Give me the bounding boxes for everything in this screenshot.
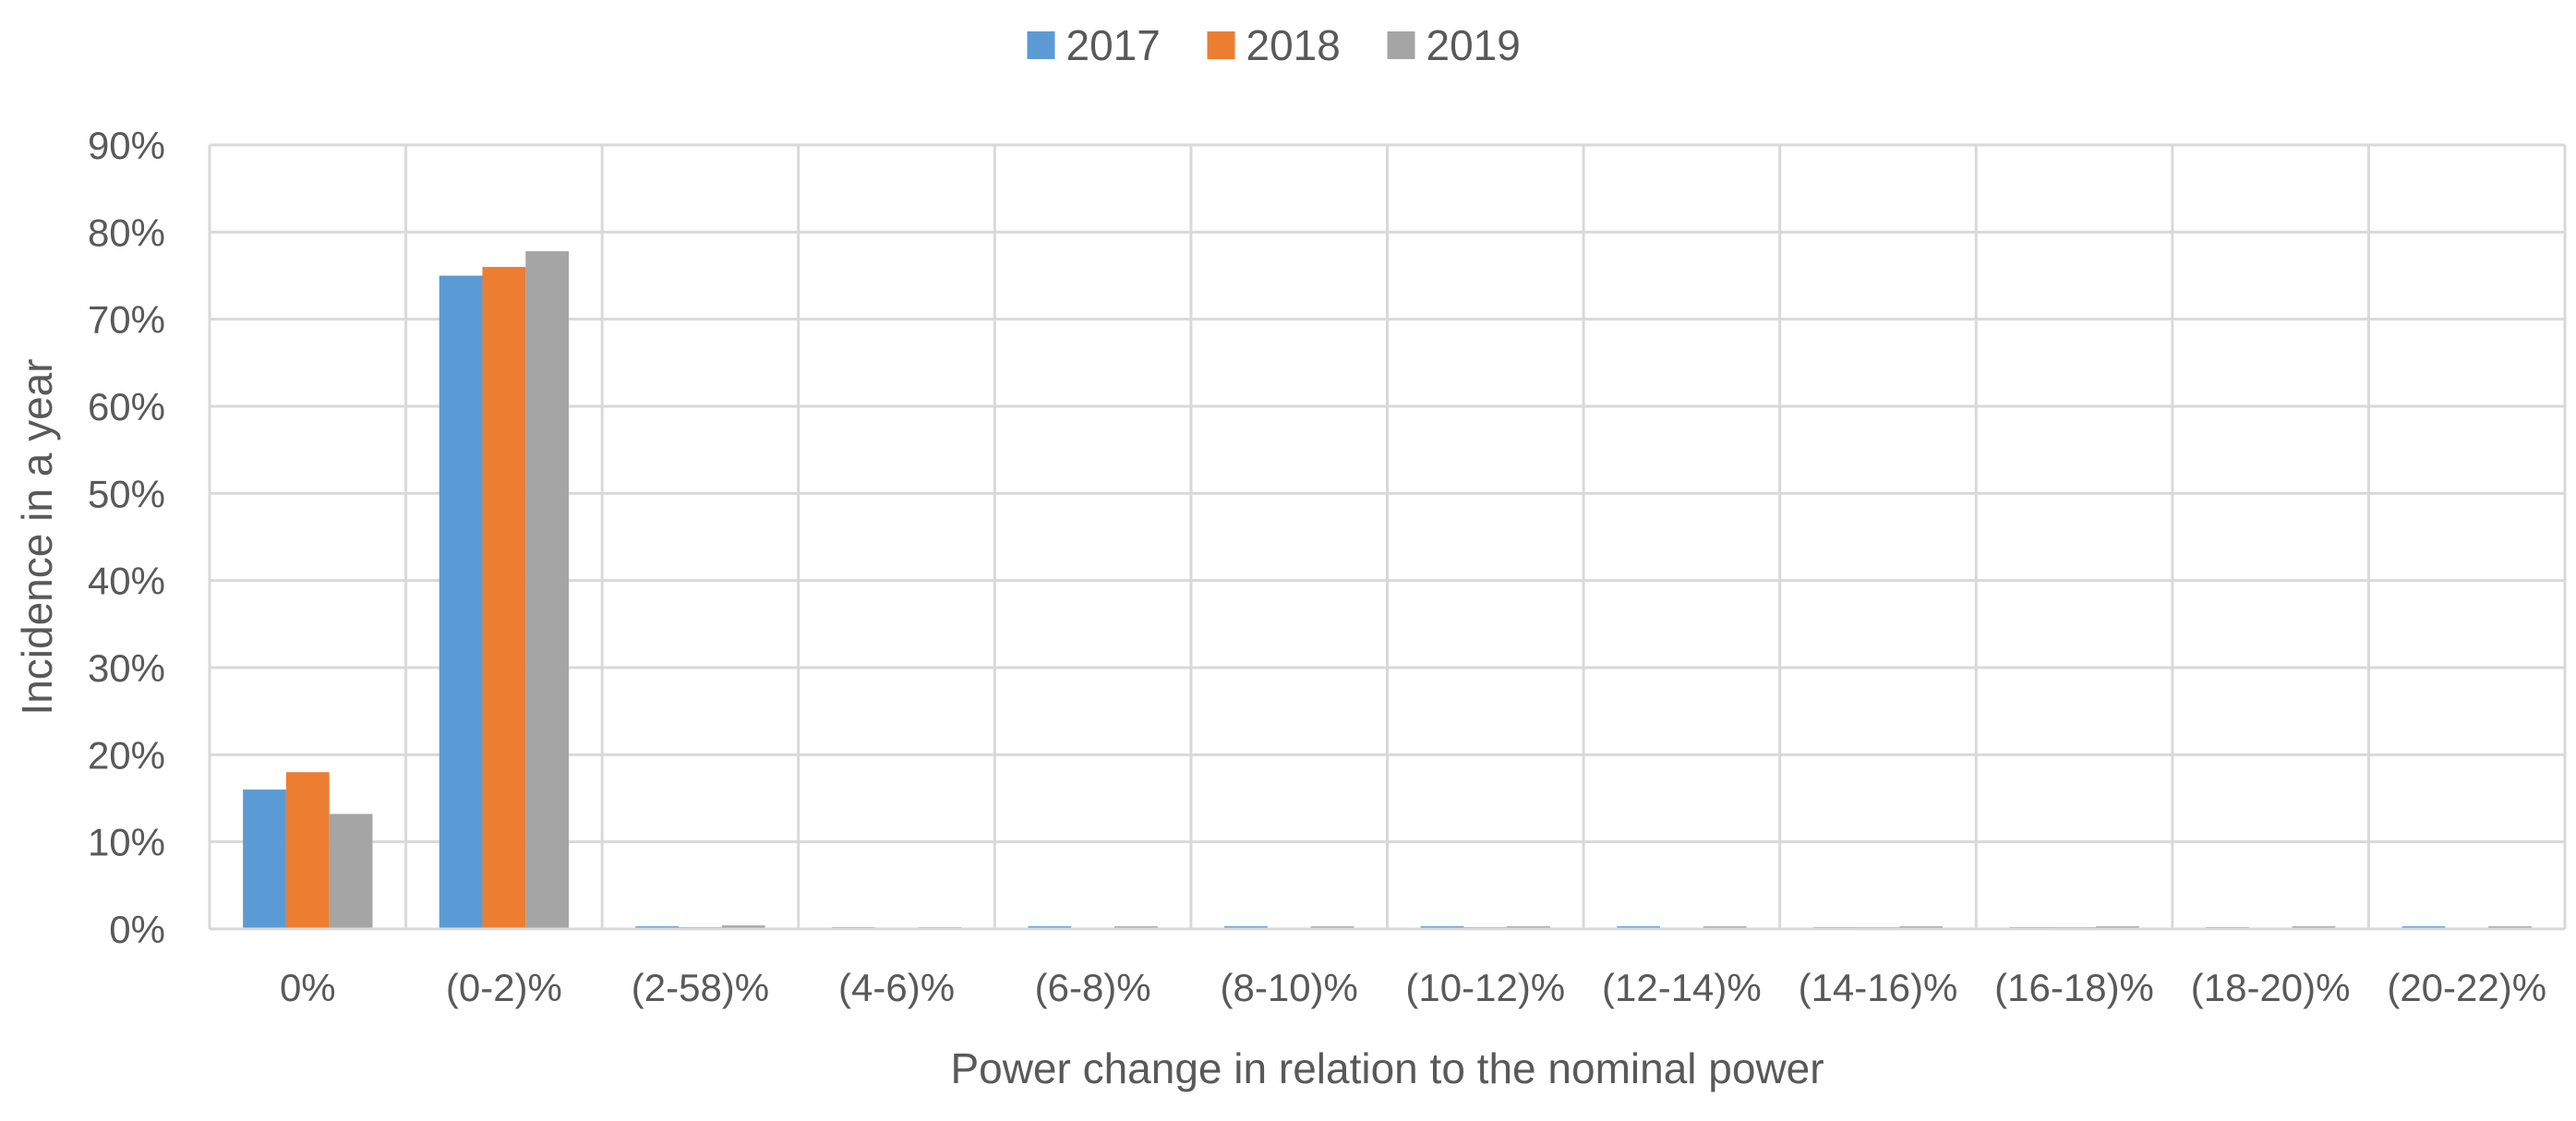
x-tick-label: (8-10)% xyxy=(1221,966,1358,1009)
y-tick-label: 30% xyxy=(88,646,165,690)
legend-swatch-2017 xyxy=(1027,31,1055,59)
x-axis-title: Power change in relation to the nominal … xyxy=(950,1044,1824,1092)
legend-swatch-2018 xyxy=(1207,31,1235,59)
legend-swatch-2019 xyxy=(1387,31,1415,59)
x-tick-label: (0-2)% xyxy=(446,966,562,1009)
x-tick-label: (4-6)% xyxy=(838,966,955,1009)
y-tick-label: 60% xyxy=(88,385,165,428)
x-tick-label: (10-12)% xyxy=(1405,966,1565,1009)
x-tick-label: (20-22)% xyxy=(2387,966,2546,1009)
x-tick-labels: 0% (0-2)% (2-58)% (4-6)% (6-8)% (8-10)% (10-12… xyxy=(280,966,2546,1009)
y-tick-label: 50% xyxy=(88,472,165,515)
bar-2019-0 xyxy=(329,814,373,929)
x-tick-label: 0% xyxy=(280,966,336,1009)
bars xyxy=(243,251,2532,930)
x-tick-label: (18-20)% xyxy=(2191,966,2351,1009)
y-tick-label: 90% xyxy=(88,124,165,167)
bar-2017-1 xyxy=(439,275,483,929)
x-tick-label: (14-16)% xyxy=(1799,966,1958,1009)
legend-label-2018: 2018 xyxy=(1246,21,1341,69)
y-tick-labels: 0% 10% 20% 30% 40% 50% 60% 70% 80% 90% xyxy=(88,124,165,951)
y-tick-label: 10% xyxy=(88,821,165,864)
y-axis-title: Incidence in a year xyxy=(13,358,61,715)
x-tick-label: (16-18)% xyxy=(1994,966,2154,1009)
gridlines xyxy=(208,143,2567,931)
y-tick-label: 0% xyxy=(109,908,165,951)
y-tick-label: 70% xyxy=(88,298,165,342)
legend-label-2019: 2019 xyxy=(1426,21,1521,69)
legend-label-2017: 2017 xyxy=(1066,21,1161,69)
y-tick-label: 80% xyxy=(88,211,165,254)
legend: 2017 2018 2019 xyxy=(1027,21,1521,69)
x-tick-label: (6-8)% xyxy=(1035,966,1151,1009)
x-tick-label: (2-58)% xyxy=(632,966,769,1009)
x-tick-label: (12-14)% xyxy=(1602,966,1762,1009)
y-tick-label: 40% xyxy=(88,560,165,603)
y-tick-label: 20% xyxy=(88,733,165,777)
bar-2018-1 xyxy=(482,267,526,930)
bar-2017-0 xyxy=(243,790,286,929)
bar-2019-2 xyxy=(721,925,765,929)
bar-2019-1 xyxy=(525,251,570,929)
bar-2018-0 xyxy=(285,772,330,929)
